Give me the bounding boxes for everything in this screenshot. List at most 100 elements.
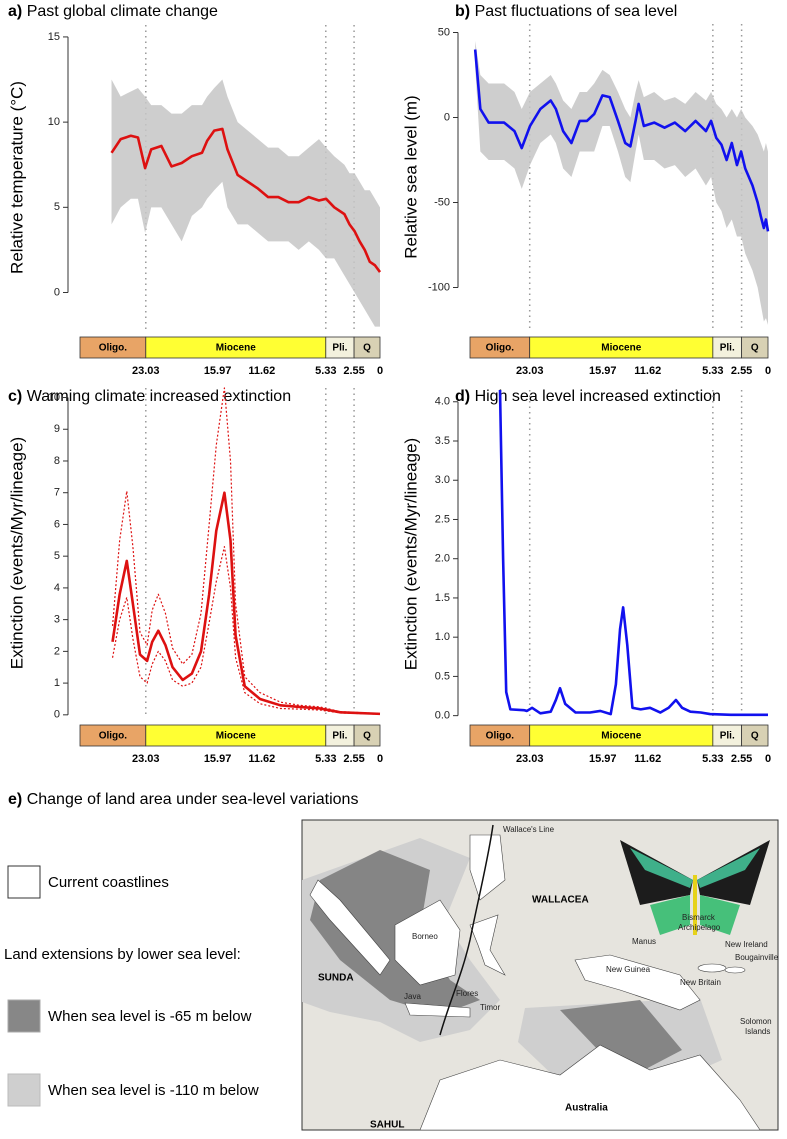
y-tick-label: -50	[434, 196, 450, 208]
map-label: Bougainville	[735, 953, 779, 962]
y-tick-label: 2.0	[435, 553, 450, 565]
y-tick-label: 50	[438, 26, 450, 38]
trend-line	[473, 49, 770, 232]
map-label: Bismarck	[682, 913, 716, 922]
map-label: Archipelago	[678, 923, 721, 932]
y-tick-label: 2	[54, 645, 60, 657]
chart-panel: a) Past global climate change Relative te…	[7, 3, 383, 377]
wing	[630, 848, 693, 888]
y-tick-label: 0	[444, 111, 450, 123]
island	[724, 966, 746, 974]
x-tick-label: 5.33	[702, 753, 723, 765]
y-tick-label: 4	[54, 582, 60, 594]
x-tick-label: 5.33	[702, 365, 723, 377]
island	[469, 834, 506, 901]
epoch-label: Pli.	[332, 731, 347, 742]
map-label: Borneo	[412, 932, 438, 941]
island	[394, 899, 461, 986]
legend-label: Current coastlines	[48, 874, 169, 891]
y-tick-label: 7	[54, 487, 60, 499]
epoch-label: Oligo.	[99, 343, 128, 354]
map-label: New Britain	[680, 978, 721, 987]
y-tick-label: 0.0	[435, 710, 450, 722]
chart-panel: b) Past fluctuations of sea level Relativ…	[401, 3, 771, 377]
trend-line	[111, 491, 381, 716]
y-tick-label: 5	[54, 201, 60, 213]
map-label: Java	[404, 992, 421, 1001]
x-tick-label: 11.62	[634, 753, 661, 765]
y-tick-label: 0	[54, 286, 60, 298]
epoch-label: Pli.	[720, 731, 735, 742]
map-label: Australia	[565, 1103, 608, 1114]
title-text: Change of land area under sea-level vari…	[27, 791, 359, 808]
y-tick-label: 6	[54, 518, 60, 530]
y-tick-label: 8	[54, 455, 60, 467]
island	[419, 1044, 761, 1131]
butterfly	[620, 840, 770, 935]
x-tick-label: 0	[377, 365, 383, 377]
epoch-label: Oligo.	[99, 731, 128, 742]
island	[309, 879, 391, 976]
map-label: Solomon	[740, 1017, 772, 1026]
x-tick-label: 11.62	[634, 365, 661, 377]
epoch-label: Q	[751, 343, 759, 354]
title-text: Warming climate increased extinction	[27, 388, 291, 405]
epoch-label: Q	[363, 343, 371, 354]
x-tick-label: 15.97	[204, 753, 232, 765]
legend-swatch	[7, 999, 41, 1033]
x-tick-label: 0	[765, 365, 771, 377]
panel-letter: c)	[8, 388, 22, 405]
epoch-bar	[741, 336, 769, 359]
chart-panel: d) High sea level increased extinction Ex…	[401, 388, 771, 765]
wing	[700, 895, 740, 935]
map-label: SUNDA	[318, 973, 354, 984]
epoch-label: Q	[363, 731, 371, 742]
data-spread	[475, 41, 768, 325]
y-tick-label: -100	[428, 281, 450, 293]
chart-title: b) Past fluctuations of sea level	[455, 3, 677, 20]
y-tick-label: 1	[54, 677, 60, 689]
wing	[650, 895, 690, 935]
body	[693, 875, 697, 935]
x-tick-label: 2.55	[731, 365, 752, 377]
x-tick-label: 5.33	[315, 365, 336, 377]
epoch-bar	[353, 724, 381, 747]
panel-letter: b)	[455, 3, 470, 20]
y-tick-label: 10	[48, 391, 60, 403]
legend-swatch	[7, 1073, 41, 1107]
epoch-label: Oligo.	[486, 731, 515, 742]
island	[404, 1002, 471, 1018]
map-label: Wallace's Line	[503, 825, 555, 834]
map: Wallace's Line WALLACEA Borneo SUNDA Jav…	[301, 819, 779, 1131]
panel-e-title: e) Change of land area under sea-level v…	[8, 791, 358, 808]
epoch-label: Q	[751, 731, 759, 742]
shelf-dark	[560, 1000, 682, 1072]
chart-title: a) Past global climate change	[8, 3, 218, 20]
epoch-label: Pli.	[720, 343, 735, 354]
x-tick-label: 11.62	[248, 753, 275, 765]
y-tick-label: 1.5	[435, 592, 450, 604]
y-axis-label: Extinction (events/Myr/lineage)	[401, 438, 420, 670]
x-tick-label: 5.33	[315, 753, 336, 765]
x-tick-label: 15.97	[589, 753, 617, 765]
y-tick-label: 9	[54, 423, 60, 435]
map-label: Flores	[456, 989, 478, 998]
x-tick-label: 23.03	[516, 365, 544, 377]
y-tick-label: 0.5	[435, 670, 450, 682]
epoch-bar	[741, 724, 769, 747]
x-tick-label: 23.03	[132, 365, 160, 377]
chart-panel: c) Warming climate increased extinction E…	[7, 387, 383, 765]
x-tick-label: 2.55	[343, 365, 364, 377]
x-tick-label: 2.55	[343, 753, 364, 765]
y-tick-label: 0	[54, 709, 60, 721]
x-tick-label: 11.62	[248, 365, 275, 377]
legend-swatch	[7, 865, 41, 899]
y-axis-label: Relative sea level (m)	[401, 95, 420, 258]
data-spread	[111, 79, 380, 327]
epoch-label: Miocene	[216, 343, 256, 354]
y-tick-label: 3	[54, 614, 60, 626]
map-label: WALLACEA	[532, 895, 589, 906]
map-label: New Guinea	[606, 965, 651, 974]
title-text: Past global climate change	[27, 3, 218, 20]
